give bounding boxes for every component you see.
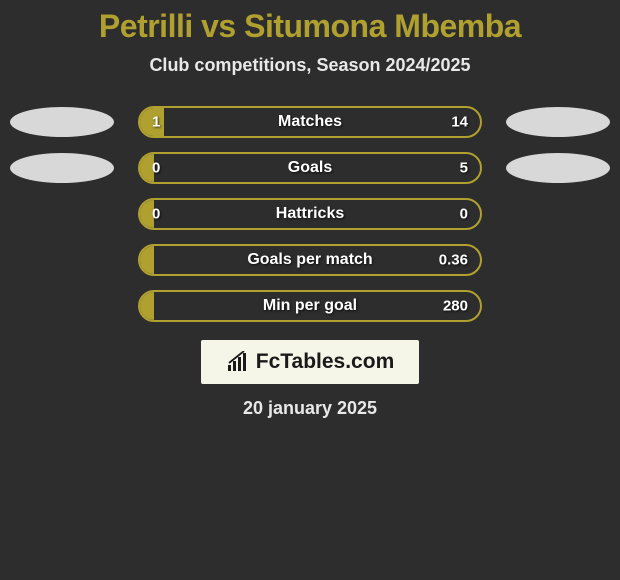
player-left-marker: [10, 107, 114, 137]
page-title: Petrilli vs Situmona Mbemba: [0, 8, 620, 45]
stat-row: 0 Goals 5: [0, 152, 620, 184]
stat-row: Goals per match 0.36: [0, 244, 620, 276]
stat-bar: 0 Goals 5: [138, 152, 482, 184]
left-slot: [2, 153, 122, 183]
stat-left-value: 0: [152, 160, 160, 177]
stat-right-value: 0.36: [439, 252, 468, 269]
bar-chart-icon: [226, 351, 252, 373]
stat-row: Min per goal 280: [0, 290, 620, 322]
stat-bar: Goals per match 0.36: [138, 244, 482, 276]
player-right-marker: [506, 107, 610, 137]
stats-section: 1 Matches 14 0 Goals 5 0 Hattricks 0 Goals per ma…: [0, 106, 620, 322]
subtitle: Club competitions, Season 2024/2025: [0, 55, 620, 76]
stat-label: Goals: [288, 159, 332, 177]
stat-bar: Min per goal 280: [138, 290, 482, 322]
stat-left-value: 0: [152, 206, 160, 223]
stat-bar: 1 Matches 14: [138, 106, 482, 138]
player-right-marker: [506, 153, 610, 183]
left-slot: [2, 107, 122, 137]
logo-text: FcTables.com: [256, 350, 395, 374]
stat-left-value: 1: [152, 114, 160, 131]
right-slot: [498, 153, 618, 183]
stat-label: Hattricks: [276, 205, 344, 223]
stat-label: Matches: [278, 113, 342, 131]
stat-bar: 0 Hattricks 0: [138, 198, 482, 230]
stat-label: Min per goal: [263, 297, 357, 315]
stat-right-value: 0: [460, 206, 468, 223]
stat-bar-fill: [140, 246, 154, 274]
right-slot: [498, 107, 618, 137]
stat-row: 1 Matches 14: [0, 106, 620, 138]
player-left-marker: [10, 153, 114, 183]
stat-row: 0 Hattricks 0: [0, 198, 620, 230]
stat-bar-fill: [140, 292, 154, 320]
stat-right-value: 280: [443, 298, 468, 315]
stat-right-value: 14: [451, 114, 468, 131]
date-text: 20 january 2025: [0, 398, 620, 419]
fctables-logo[interactable]: FcTables.com: [201, 340, 419, 384]
stat-label: Goals per match: [247, 251, 372, 269]
stat-right-value: 5: [460, 160, 468, 177]
